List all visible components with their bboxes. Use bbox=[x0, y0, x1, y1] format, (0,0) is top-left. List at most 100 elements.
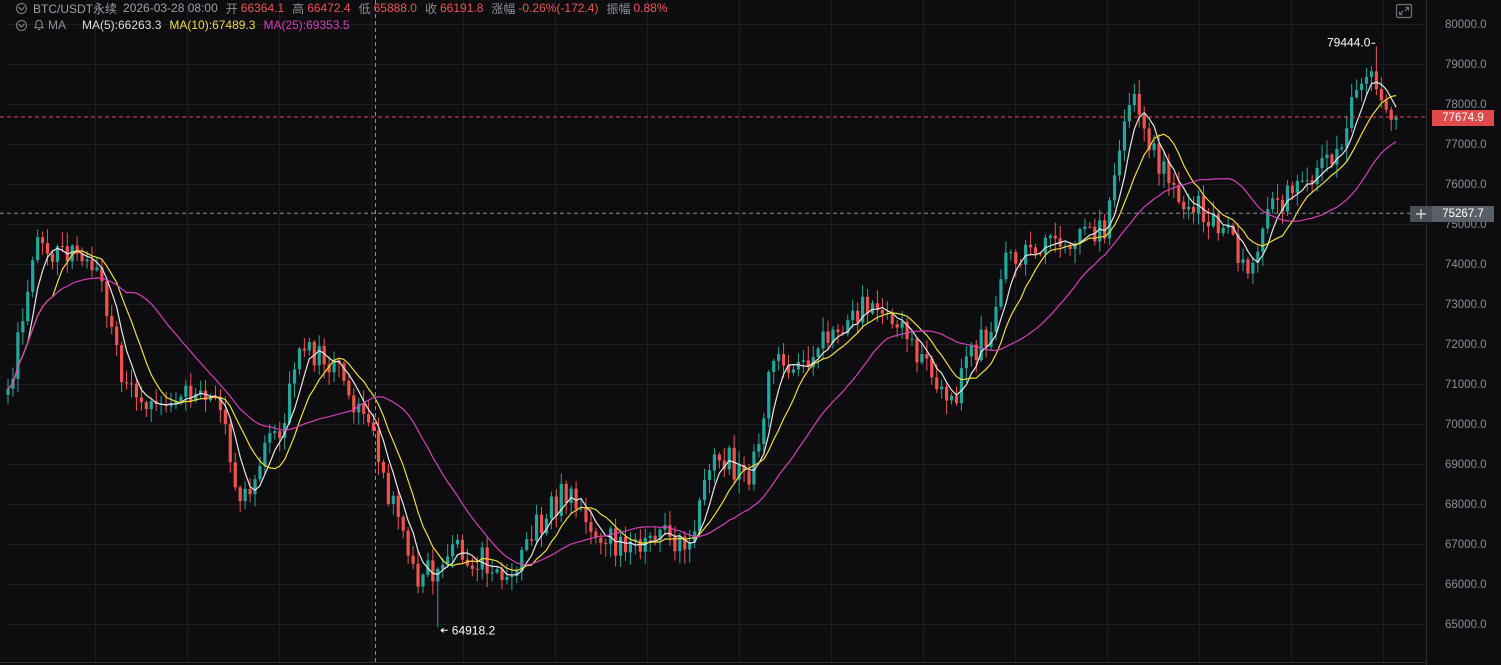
candle-body bbox=[16, 332, 20, 379]
candle-body bbox=[648, 535, 652, 538]
candle-body bbox=[1231, 225, 1235, 235]
candle bbox=[732, 434, 736, 485]
candle bbox=[1048, 233, 1052, 250]
candle-body bbox=[796, 361, 800, 370]
candle-body bbox=[263, 442, 267, 466]
candle bbox=[500, 562, 504, 590]
fullscreen-icon[interactable] bbox=[1394, 2, 1414, 20]
candle-body bbox=[362, 403, 366, 414]
candle-body bbox=[628, 541, 633, 553]
candle-body bbox=[120, 345, 124, 383]
candle bbox=[1009, 249, 1013, 261]
candle bbox=[559, 473, 563, 523]
candle bbox=[159, 396, 163, 416]
candle-body bbox=[940, 386, 944, 390]
candle-body bbox=[322, 345, 326, 365]
candle bbox=[45, 229, 50, 266]
ma-indicator-label: MA bbox=[48, 18, 66, 32]
candle bbox=[1246, 256, 1250, 279]
candle bbox=[831, 326, 835, 349]
candle-body bbox=[752, 451, 756, 485]
candle-body bbox=[579, 508, 583, 510]
candle-body bbox=[367, 413, 371, 423]
candle bbox=[292, 362, 297, 398]
candle-body bbox=[1132, 93, 1136, 106]
add-alert-plus-icon[interactable] bbox=[1410, 206, 1432, 222]
candle-body bbox=[50, 253, 55, 262]
candle bbox=[920, 342, 924, 365]
candle bbox=[856, 302, 860, 333]
candle bbox=[772, 358, 776, 384]
candle bbox=[673, 526, 677, 561]
candle-body bbox=[954, 395, 959, 404]
amplitude-value: 0.88% bbox=[633, 1, 668, 15]
candle bbox=[1147, 122, 1151, 159]
ohlc-info-row: BTC/USDT永续 2026-03-28 08:00 开 66364.1 高 … bbox=[16, 0, 676, 16]
candle bbox=[1221, 225, 1225, 237]
candle-body bbox=[974, 344, 978, 361]
candle-body bbox=[228, 424, 232, 463]
candle-body bbox=[1028, 244, 1033, 248]
candle bbox=[786, 354, 791, 379]
candle-body bbox=[865, 296, 870, 314]
candle-body bbox=[949, 395, 954, 401]
candle-body bbox=[6, 388, 10, 395]
candle-body bbox=[258, 465, 262, 480]
candle bbox=[569, 485, 573, 515]
candle-body bbox=[352, 395, 356, 413]
candle-body bbox=[767, 371, 771, 419]
current-price-tag: 77674.9 bbox=[1432, 110, 1494, 126]
candle-body bbox=[534, 514, 539, 541]
candle-body bbox=[144, 402, 148, 410]
candle-body bbox=[905, 321, 909, 340]
candle bbox=[781, 343, 786, 378]
candle bbox=[722, 447, 726, 477]
candle-body bbox=[184, 385, 188, 397]
candle bbox=[174, 391, 178, 410]
candle-body bbox=[1241, 259, 1245, 264]
candle-body bbox=[742, 464, 746, 472]
candle-body bbox=[307, 341, 311, 351]
candle bbox=[495, 565, 499, 575]
collapse-chevron-icon[interactable] bbox=[16, 19, 27, 31]
candle-body bbox=[332, 360, 336, 373]
candle bbox=[737, 451, 741, 494]
candle bbox=[90, 246, 94, 278]
candle-body bbox=[851, 310, 855, 321]
candle bbox=[1384, 94, 1388, 114]
collapse-chevron-icon[interactable] bbox=[16, 2, 27, 14]
candle bbox=[307, 337, 311, 356]
candle-body bbox=[357, 403, 361, 413]
candle-body bbox=[880, 309, 884, 314]
candle-body bbox=[1389, 109, 1393, 120]
alert-bell-icon[interactable] bbox=[33, 19, 45, 31]
candle bbox=[347, 373, 351, 400]
candle bbox=[204, 379, 208, 412]
candle bbox=[1122, 109, 1127, 162]
candle bbox=[144, 400, 148, 418]
candles bbox=[6, 46, 1398, 628]
candle-body bbox=[1369, 71, 1374, 77]
candle-body bbox=[1033, 247, 1038, 254]
candle-body bbox=[618, 536, 623, 556]
candle-body bbox=[1211, 214, 1215, 227]
candle-body bbox=[278, 430, 282, 438]
candle-body bbox=[475, 568, 479, 570]
close-value: 66191.8 bbox=[440, 1, 484, 15]
candle bbox=[105, 277, 109, 328]
candle-body bbox=[1122, 121, 1127, 151]
candle bbox=[1355, 79, 1359, 100]
candle bbox=[861, 284, 865, 329]
candle-body bbox=[515, 571, 519, 576]
candle bbox=[717, 452, 721, 469]
candle bbox=[110, 305, 114, 335]
candle-body bbox=[441, 564, 445, 569]
candle-body bbox=[727, 447, 731, 470]
candle bbox=[1216, 210, 1220, 241]
candle-body bbox=[856, 310, 860, 323]
candle-body bbox=[194, 393, 198, 401]
candle-body bbox=[431, 560, 435, 582]
candle bbox=[964, 345, 968, 383]
candle bbox=[604, 538, 608, 557]
